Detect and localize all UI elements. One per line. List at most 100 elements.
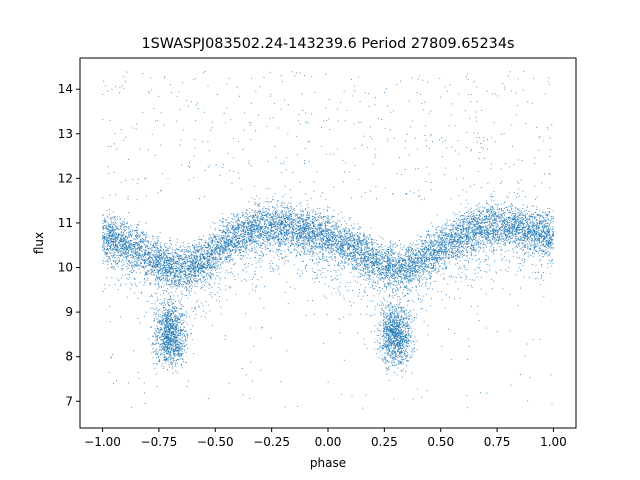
data-point [525, 224, 527, 226]
data-point [202, 246, 204, 248]
data-point [328, 236, 330, 238]
data-point [233, 246, 235, 248]
data-point [107, 216, 109, 218]
data-point [394, 266, 396, 268]
data-point [308, 224, 310, 226]
data-point [390, 262, 392, 264]
data-point [323, 209, 325, 211]
data-point [277, 230, 279, 232]
data-point [215, 250, 217, 252]
data-point [155, 259, 157, 261]
data-point [525, 240, 527, 242]
data-point [151, 252, 153, 254]
data-point [157, 236, 160, 238]
data-point [380, 253, 383, 255]
data-point [248, 236, 250, 238]
data-point [263, 223, 265, 225]
data-point [490, 241, 492, 243]
data-point [277, 235, 279, 237]
data-point [327, 228, 329, 230]
data-point [538, 224, 541, 226]
data-point [361, 249, 363, 251]
data-point [545, 237, 547, 240]
data-point [341, 232, 343, 234]
data-point [268, 213, 270, 215]
data-point [489, 221, 491, 223]
data-point [230, 224, 232, 226]
data-point [133, 238, 135, 240]
data-point [104, 221, 106, 223]
data-point [515, 240, 517, 242]
data-point [313, 222, 315, 225]
data-point [498, 208, 501, 210]
data-point [333, 234, 335, 236]
data-point [453, 212, 455, 214]
data-point [281, 216, 283, 218]
data-point [228, 232, 230, 234]
data-point [219, 238, 221, 240]
data-point [113, 245, 115, 247]
data-point [473, 238, 475, 240]
data-point [156, 252, 158, 254]
data-point [482, 210, 484, 213]
data-point [170, 239, 172, 241]
data-point [389, 262, 391, 264]
data-point [298, 219, 300, 221]
data-point [259, 219, 261, 222]
data-point [306, 212, 309, 214]
data-point [381, 264, 383, 266]
data-point [135, 237, 137, 239]
data-point [320, 238, 322, 240]
data-point [256, 236, 258, 238]
data-point [406, 274, 408, 276]
data-point [256, 224, 258, 226]
data-point [220, 242, 222, 244]
data-point [543, 240, 545, 242]
data-point [263, 218, 265, 221]
data-point [268, 214, 270, 217]
data-point [446, 251, 448, 253]
data-point [165, 262, 167, 264]
data-point [264, 221, 266, 223]
data-point [364, 268, 366, 270]
data-point [194, 267, 196, 269]
data-point [348, 262, 350, 264]
data-point [343, 265, 345, 267]
data-point [370, 260, 373, 262]
data-point [360, 233, 362, 235]
data-point [377, 258, 379, 260]
data-point [514, 223, 516, 225]
data-point [337, 226, 339, 228]
data-point [470, 229, 473, 232]
data-point [230, 259, 232, 261]
data-point [301, 237, 303, 239]
data-point [112, 211, 115, 213]
data-point [400, 282, 402, 284]
data-point [124, 229, 126, 231]
data-point [126, 259, 128, 261]
data-point [443, 248, 445, 250]
data-point [379, 277, 381, 279]
data-point [507, 223, 509, 225]
data-point [186, 250, 188, 252]
data-point [539, 209, 541, 211]
data-point [268, 239, 270, 241]
data-point [296, 246, 298, 248]
data-point [202, 262, 204, 264]
data-point [549, 225, 551, 227]
data-point [173, 295, 175, 297]
data-point [210, 255, 212, 257]
data-point [531, 229, 533, 231]
data-point [426, 242, 428, 244]
data-point [405, 266, 407, 268]
data-point [375, 250, 377, 252]
data-point [436, 214, 438, 216]
data-point [253, 244, 255, 246]
data-point [298, 225, 300, 227]
data-point [189, 254, 191, 257]
data-point [511, 202, 513, 204]
data-point [149, 264, 152, 266]
data-point [379, 245, 381, 247]
data-point [231, 246, 233, 248]
data-point [371, 247, 373, 249]
